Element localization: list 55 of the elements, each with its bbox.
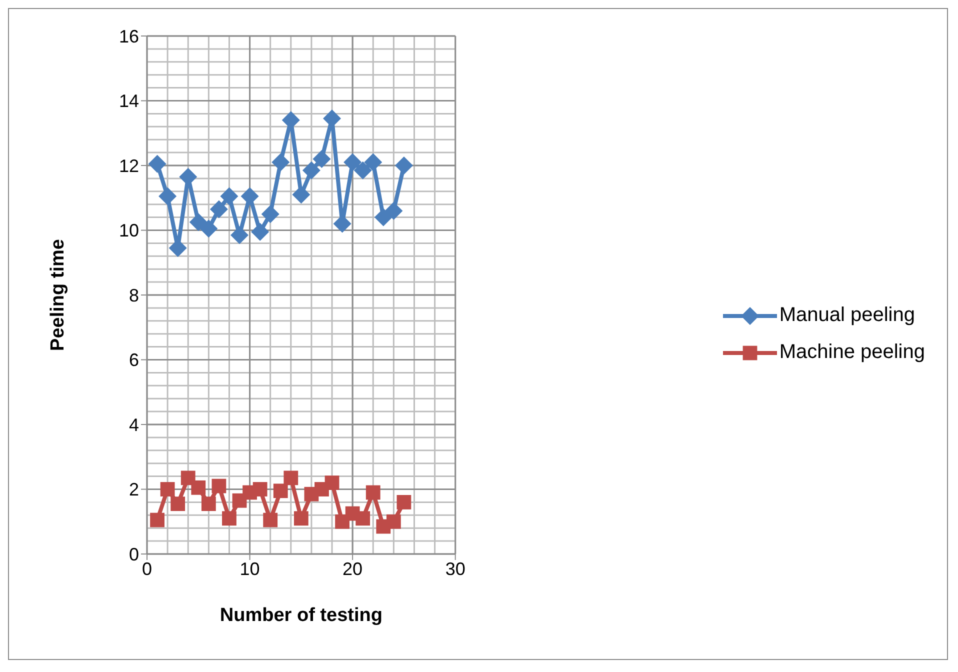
point bbox=[344, 153, 362, 172]
point bbox=[200, 220, 218, 238]
y-tick-label: 16 bbox=[118, 26, 139, 46]
point bbox=[189, 213, 208, 232]
point bbox=[273, 484, 288, 498]
point bbox=[191, 480, 206, 495]
y-tick-label: 8 bbox=[128, 285, 139, 306]
point bbox=[201, 496, 216, 512]
point bbox=[294, 511, 308, 526]
point bbox=[394, 156, 413, 174]
legend-label: Manual peeling bbox=[779, 304, 915, 327]
y-tick-label: 6 bbox=[128, 350, 139, 370]
x-tick-label: 0 bbox=[142, 558, 152, 579]
x-tick-label: 20 bbox=[342, 558, 363, 579]
point bbox=[212, 478, 226, 494]
point bbox=[366, 485, 380, 500]
point bbox=[230, 226, 249, 244]
point bbox=[272, 153, 290, 172]
y-tick-label: 4 bbox=[128, 414, 139, 435]
point bbox=[263, 512, 278, 528]
x-tick-label: 30 bbox=[445, 558, 466, 579]
point bbox=[374, 208, 392, 226]
y-tick-label: 0 bbox=[128, 544, 139, 564]
point bbox=[386, 514, 401, 529]
point bbox=[354, 161, 372, 180]
point bbox=[384, 202, 403, 220]
y-tick-label: 14 bbox=[118, 91, 139, 112]
point bbox=[292, 186, 310, 204]
y-tick-label: 12 bbox=[118, 156, 139, 176]
y-tick-label: 10 bbox=[118, 220, 139, 241]
x-tick-label: 10 bbox=[240, 558, 260, 579]
point bbox=[396, 495, 412, 510]
point bbox=[284, 470, 298, 486]
point bbox=[150, 512, 164, 528]
point bbox=[160, 482, 175, 496]
point bbox=[302, 161, 320, 180]
y-axis-title: Peeling time bbox=[48, 239, 69, 351]
point bbox=[251, 222, 270, 241]
point bbox=[170, 496, 186, 512]
point bbox=[324, 476, 340, 490]
point bbox=[364, 153, 382, 172]
y-tick-label: 2 bbox=[128, 480, 139, 500]
point bbox=[148, 154, 166, 173]
legend-label: Machine peeling bbox=[779, 341, 925, 364]
point bbox=[180, 470, 196, 486]
point bbox=[356, 511, 370, 526]
x-axis-title: Number of testing bbox=[220, 605, 382, 626]
point bbox=[222, 511, 236, 526]
point bbox=[158, 187, 177, 206]
point bbox=[252, 482, 268, 496]
point bbox=[240, 187, 259, 206]
point bbox=[312, 150, 331, 168]
point bbox=[261, 205, 280, 224]
point bbox=[210, 200, 228, 218]
point bbox=[220, 187, 238, 206]
